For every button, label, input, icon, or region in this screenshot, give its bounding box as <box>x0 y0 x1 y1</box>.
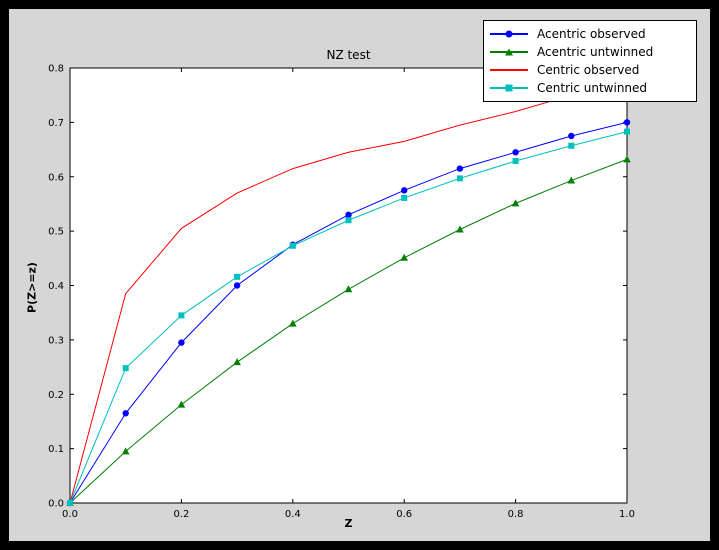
y-tick-label: 0.8 <box>48 64 64 75</box>
data-point-marker <box>345 217 352 224</box>
data-point-marker <box>233 358 241 366</box>
data-point-marker <box>512 149 519 156</box>
x-tick-label: 1.0 <box>619 509 635 520</box>
data-point-marker <box>456 165 464 172</box>
data-point-marker <box>400 253 408 261</box>
data-point-marker <box>121 447 130 455</box>
x-tick-label: 0.2 <box>173 509 189 520</box>
legend-line-sample <box>490 69 528 71</box>
x-axis-label: Z <box>344 517 353 530</box>
y-tick-label: 0.7 <box>48 118 64 129</box>
y-axis-label: P(Z>=z) <box>25 262 39 313</box>
legend-label: Centric observed <box>537 63 640 77</box>
data-point-marker <box>511 199 520 207</box>
legend-line-sample <box>490 48 528 56</box>
data-point-marker <box>122 410 129 417</box>
data-point-marker <box>568 142 575 149</box>
y-tick-label: 0.6 <box>48 172 64 183</box>
y-tick-label: 0.2 <box>48 390 64 401</box>
x-tick-label: 0.6 <box>396 509 412 520</box>
y-tick-label: 0.1 <box>48 444 64 455</box>
data-point-marker <box>178 312 185 319</box>
data-point-marker <box>344 285 353 293</box>
data-point-marker <box>401 187 408 194</box>
y-tick-label: 0.5 <box>48 227 64 238</box>
data-point-marker <box>177 400 186 408</box>
legend-label: Acentric observed <box>537 27 646 41</box>
legend-label: Centric untwinned <box>537 81 648 95</box>
x-tick-label: 0.8 <box>508 509 524 520</box>
data-point-marker <box>289 242 296 249</box>
legend-entry: Centric observed <box>490 61 690 79</box>
y-tick-label: 0.3 <box>48 335 64 346</box>
legend-entry: Centric untwinned <box>490 79 690 97</box>
legend-label: Acentric untwinned <box>537 45 654 59</box>
data-point-marker <box>122 365 129 372</box>
chart-title: NZ test <box>326 48 371 62</box>
x-tick-label: 0.0 <box>62 509 78 520</box>
data-point-marker <box>567 176 576 184</box>
data-point-marker <box>456 175 463 182</box>
data-point-marker <box>512 157 519 164</box>
legend-entry: Acentric observed <box>490 25 690 43</box>
legend-marker <box>505 84 513 92</box>
data-point-marker <box>233 282 241 289</box>
data-point-marker <box>456 225 464 233</box>
y-tick-label: 0.4 <box>48 281 64 292</box>
legend-marker <box>505 30 513 38</box>
data-point-marker <box>178 339 185 346</box>
data-point-marker <box>234 273 241 280</box>
x-tick-label: 0.4 <box>285 509 301 520</box>
data-point-marker <box>624 128 630 135</box>
data-point-marker <box>345 211 352 219</box>
legend-marker <box>505 48 513 56</box>
data-point-marker <box>401 194 408 201</box>
data-point-marker <box>67 500 73 506</box>
legend-line-sample <box>490 30 528 38</box>
legend-line-sample <box>490 84 528 92</box>
data-point-marker <box>289 319 297 327</box>
legend-entry: Acentric untwinned <box>490 43 690 61</box>
data-point-marker <box>623 155 631 163</box>
data-point-marker <box>568 132 575 140</box>
data-point-marker <box>623 119 631 126</box>
series-line <box>69 86 628 504</box>
legend: Acentric observed Acentric untwinned Cen… <box>483 20 697 102</box>
y-tick-label: 0.0 <box>48 499 64 510</box>
